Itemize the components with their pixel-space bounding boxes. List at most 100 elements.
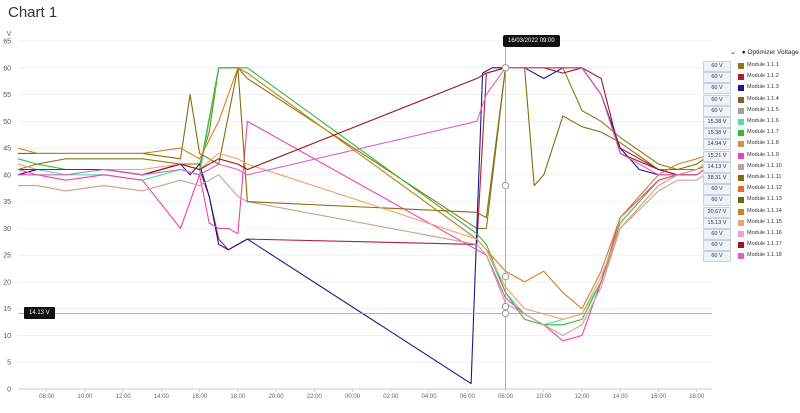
- y-tick-label: 10: [3, 333, 11, 340]
- legend-item-label: Module 1.1.11: [747, 174, 782, 180]
- crosshair-value-label: 14.13 V: [24, 307, 55, 319]
- legend-item-value: 14.94 V: [703, 139, 731, 151]
- legend-item-value: 15.38 V: [703, 128, 731, 140]
- legend-item-value: 60 V: [703, 105, 731, 117]
- y-tick-label: 15: [3, 306, 11, 313]
- legend-swatch: [738, 130, 744, 137]
- legend-item-value: 15.13 V: [703, 217, 731, 229]
- crosshair-point: [501, 272, 510, 281]
- legend-item-label: Module 1.1.18: [747, 252, 782, 259]
- x-tick-label: 22:00: [307, 394, 323, 400]
- legend-item[interactable]: 15.38 V Module 1.1.7: [700, 128, 800, 140]
- chevron-down-icon[interactable]: ⌄: [730, 49, 736, 56]
- y-axis-label: V: [7, 31, 12, 38]
- crosshair-point: [501, 302, 510, 311]
- legend-item[interactable]: 60 V Module 1.1.5: [700, 105, 800, 117]
- legend-item-value: 15.21 V: [703, 150, 731, 162]
- x-tick-label: 06:00: [460, 394, 476, 400]
- legend-item[interactable]: 60 V Module 1.1.13: [700, 195, 800, 207]
- legend-item-value: 60 V: [703, 184, 731, 196]
- x-tick-label: 18:00: [230, 394, 246, 400]
- legend-swatch: [738, 163, 744, 170]
- legend-item[interactable]: 14.13 V Module 1.1.10: [700, 161, 800, 173]
- x-axis: 08:00 10:00 12:00 14:00 16:00 18:00 20:00 22:00…: [39, 389, 705, 400]
- y-tick-label: 55: [3, 92, 11, 99]
- legend-item[interactable]: 60 V Module 1.1.18: [700, 251, 800, 263]
- legend-item-label: Module 1.1.16: [747, 230, 782, 236]
- x-tick-label: 10:00: [77, 394, 93, 400]
- legend-item[interactable]: 60 V Module 1.1.4: [700, 94, 800, 106]
- legend-swatch: [738, 141, 744, 148]
- y-tick-label: 50: [3, 119, 11, 126]
- crosshair-point: [501, 309, 510, 318]
- legend-item-label: Module 1.1.7: [747, 129, 779, 136]
- x-tick-label: 18:00: [689, 394, 705, 400]
- legend-item-value: 60 V: [703, 240, 731, 252]
- legend-swatch: [738, 63, 744, 69]
- legend-item[interactable]: 60 V Module 1.1.1: [700, 61, 800, 72]
- legend-swatch: [738, 119, 744, 125]
- legend-item-value: 14.13 V: [703, 161, 731, 173]
- legend-item-label: Module 1.1.10: [747, 162, 782, 169]
- series-line: [17, 152, 713, 320]
- x-tick-label: 08:00: [39, 394, 55, 400]
- legend-item[interactable]: 60 V Module 1.1.17: [700, 240, 800, 252]
- legend-swatch: [738, 175, 744, 181]
- x-tick-label: 08:00: [498, 394, 514, 400]
- y-tick-label: 35: [3, 199, 11, 206]
- x-tick-label: 02:00: [383, 394, 399, 400]
- legend-item[interactable]: 60 V Module 1.1.3: [700, 83, 800, 95]
- series-line: [17, 67, 713, 176]
- x-tick-label: 16:00: [192, 394, 208, 400]
- grid: [18, 40, 712, 390]
- legend-item[interactable]: 60 V Module 1.1.12: [700, 184, 800, 196]
- legend-item-value: 60 V: [703, 229, 731, 240]
- x-tick-label: 16:00: [651, 394, 667, 400]
- legend-item-label: Module 1.1.8: [747, 140, 779, 147]
- legend-item[interactable]: 60 V Module 1.1.16: [700, 229, 800, 240]
- legend-item[interactable]: 38.31 V Module 1.1.11: [700, 173, 800, 184]
- legend-item[interactable]: 15.13 V Module 1.1.15: [700, 217, 800, 229]
- x-tick-label: 12:00: [116, 394, 132, 400]
- legend-item[interactable]: 20.67 V Module 1.1.14: [700, 206, 800, 218]
- legend-item[interactable]: 15.21 V Module 1.1.9: [700, 150, 800, 162]
- legend-item[interactable]: 15.38 V Module 1.1.6: [700, 117, 800, 128]
- legend-item-label: Module 1.1.4: [747, 95, 779, 102]
- legend-item-label: Module 1.1.17: [747, 241, 782, 248]
- x-tick-label: 10:00: [536, 394, 552, 400]
- x-tick-label: 14:00: [154, 394, 170, 400]
- legend-swatch: [738, 208, 744, 215]
- crosshair-point: [501, 64, 510, 72]
- legend-title: Optimizer Voltage: [747, 49, 799, 56]
- legend-item-label: Module 1.1.5: [747, 106, 779, 113]
- legend-swatch: [738, 152, 744, 159]
- x-tick-label: 04:00: [422, 394, 438, 400]
- y-tick-label: 25: [3, 253, 11, 260]
- legend-item[interactable]: 60 V Module 1.1.2: [700, 72, 800, 84]
- legend-item-value: 15.38 V: [703, 117, 731, 128]
- legend-item-value: 60 V: [703, 195, 731, 207]
- legend-item-value: 60 V: [703, 251, 731, 263]
- legend-item-label: Module 1.1.9: [747, 151, 779, 158]
- y-axis: 0 5 10 15 20 25 30 35 40 45 50 55 60 65V: [3, 31, 11, 394]
- y-tick-label: 40: [3, 172, 11, 179]
- time-tooltip: 16/03/2022 09:00: [503, 35, 560, 47]
- legend-item-label: Module 1.1.12: [747, 185, 782, 192]
- series-line: [18, 169, 713, 337]
- y-tick-label: 5: [7, 360, 11, 367]
- x-tick-label: 12:00: [574, 394, 590, 400]
- legend-item-label: Module 1.1.6: [747, 118, 779, 124]
- y-tick-label: 45: [3, 146, 11, 153]
- legend-item-label: Module 1.1.2: [747, 73, 779, 80]
- legend-item[interactable]: 14.94 V Module 1.1.8: [700, 139, 800, 151]
- legend-swatch: [738, 219, 744, 226]
- legend-swatch: [738, 74, 744, 81]
- legend-item-label: Module 1.1.13: [747, 196, 782, 203]
- y-tick-label: 65: [3, 39, 11, 46]
- legend-header[interactable]: ⌄ ● Optimizer Voltage: [730, 48, 799, 56]
- y-tick-label: 60: [3, 65, 11, 72]
- legend-item-value: 20.67 V: [703, 206, 731, 218]
- legend-swatch: [738, 186, 744, 193]
- legend-swatch: [738, 231, 744, 237]
